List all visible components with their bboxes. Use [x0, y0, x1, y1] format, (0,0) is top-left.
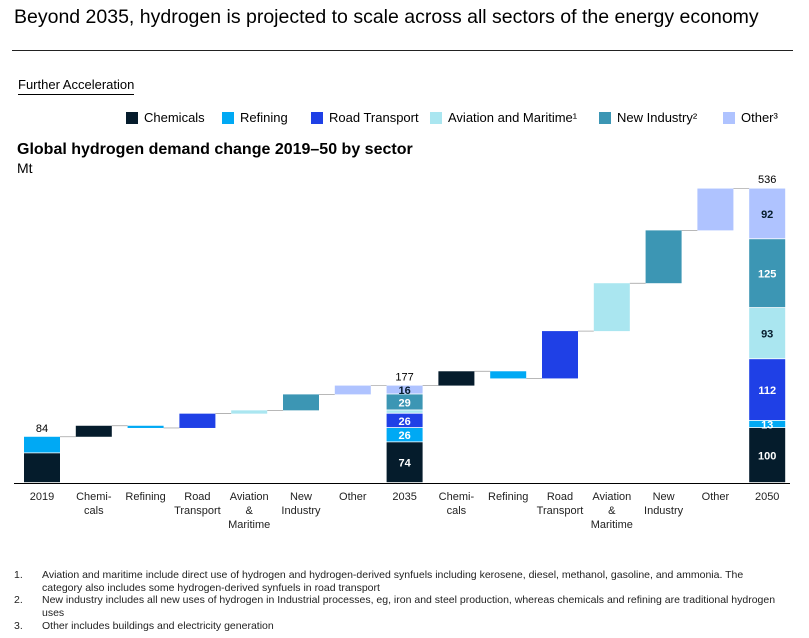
bar-segment-2035-aviation-and-maritime — [386, 410, 423, 413]
footnote-text: Other includes buildings and electricity… — [42, 620, 274, 632]
segment-value-label: 74 — [398, 458, 411, 470]
segment-value-label: 16 — [398, 385, 410, 397]
total-value-label: 536 — [758, 174, 776, 186]
bar-segment-2035-road-transport — [386, 413, 423, 428]
scenario-tab[interactable]: Further Acceleration — [18, 77, 135, 95]
bar-segment-2050-refining — [749, 420, 786, 428]
x-tick-label: Aviation & Maritime — [228, 491, 270, 531]
segment-value-label: 92 — [761, 209, 773, 221]
change-bar-refining — [127, 425, 164, 428]
change-bar-aviation-and-maritime — [231, 410, 268, 414]
x-tick-label: New Industry — [281, 491, 321, 517]
change-bar-other — [334, 385, 371, 395]
chart-title: Global hydrogen demand change 2019–50 by… — [17, 141, 413, 158]
legend-swatch-other — [723, 111, 735, 124]
legend-item-aviation-maritime: Aviation and Maritime¹ — [430, 110, 577, 125]
segment-value-label: 26 — [398, 416, 410, 428]
change-bar-new-industry — [645, 230, 682, 284]
x-tick-label: Chemi-cals — [76, 491, 112, 517]
legend-swatch-road-transport — [311, 111, 323, 124]
bar-segment-2050-chemicals — [749, 427, 786, 483]
segment-value-label: 125 — [758, 269, 776, 281]
legend: Chemicals Refining Road Transport Aviati… — [0, 110, 809, 130]
header-divider — [12, 50, 793, 51]
x-tick-label: 2019 — [30, 491, 54, 503]
bar-segment-2050-aviation-and-maritime — [749, 307, 786, 359]
change-bar-other — [697, 188, 734, 231]
x-tick-label: Other — [702, 491, 730, 503]
segment-value-label: 29 — [398, 397, 410, 409]
segment-value-label: 13 — [761, 419, 773, 431]
headline: Beyond 2035, hydrogen is projected to sc… — [14, 6, 759, 28]
legend-item-chemicals: Chemicals — [126, 110, 205, 125]
bar-segment-2019-chemicals — [24, 453, 60, 483]
bar-segment-2035-new-industry — [386, 394, 423, 410]
x-tick-label: New Industry — [644, 491, 684, 517]
legend-item-road-transport: Road Transport — [311, 110, 419, 125]
change-bar-road-transport — [542, 331, 578, 379]
legend-label: Refining — [240, 110, 288, 125]
change-bar-road-transport — [179, 413, 216, 428]
bar-segment-2050-other — [749, 188, 786, 239]
legend-item-new-industry: New Industry² — [599, 110, 697, 125]
x-tick-label: Refining — [125, 491, 165, 503]
footnote-text: Aviation and maritime include direct use… — [42, 569, 744, 594]
chart-unit-label: Mt — [17, 160, 33, 176]
change-bar-refining — [490, 371, 527, 379]
total-value-label: 84 — [36, 423, 48, 435]
legend-label: Chemicals — [144, 110, 205, 125]
total-value-label: 177 — [395, 372, 413, 384]
legend-item-refining: Refining — [222, 110, 288, 125]
segment-value-label: 112 — [758, 385, 776, 397]
legend-swatch-chemicals — [126, 111, 138, 124]
x-tick-label: 2035 — [392, 491, 416, 503]
x-tick-label: Refining — [488, 491, 528, 503]
legend-label: Other³ — [741, 110, 778, 125]
legend-label: Road Transport — [329, 110, 419, 125]
change-bar-chemicals — [75, 425, 112, 437]
bar-segment-2035-other — [386, 385, 423, 394]
footnote-text: New industry includes all new uses of hy… — [42, 594, 776, 619]
x-tick-label: Chemi-cals — [439, 491, 475, 517]
change-bar-chemicals — [438, 371, 475, 386]
x-tick-label: Road Transport — [174, 491, 221, 517]
bar-segment-2035-chemicals — [386, 442, 423, 483]
bar-segment-2050-new-industry — [749, 239, 786, 308]
segment-value-label: 93 — [761, 329, 773, 341]
segment-value-label: 100 — [758, 450, 776, 462]
bar-segment-2019-refining — [24, 436, 60, 453]
legend-swatch-aviation-maritime — [430, 111, 442, 124]
x-tick-label: Road Transport — [537, 491, 584, 517]
footnote-number: 1. — [14, 569, 23, 581]
legend-item-other: Other³ — [723, 110, 778, 125]
x-tick-label: 2050 — [755, 491, 779, 503]
x-tick-label: Aviation & Maritime — [591, 491, 633, 531]
x-tick-label: Other — [339, 491, 367, 503]
footnote-number: 2. — [14, 594, 23, 606]
change-bar-aviation-and-maritime — [593, 283, 630, 332]
bar-segment-2035-refining — [386, 427, 423, 442]
footnote-number: 3. — [14, 620, 23, 632]
bar-segment-2050-road-transport — [749, 359, 786, 421]
change-bar-new-industry — [283, 394, 319, 411]
legend-swatch-new-industry — [599, 111, 611, 124]
segment-value-label: 26 — [398, 430, 410, 442]
legend-label: New Industry² — [617, 110, 698, 125]
legend-swatch-refining — [222, 111, 234, 124]
legend-label: Aviation and Maritime¹ — [448, 110, 578, 125]
